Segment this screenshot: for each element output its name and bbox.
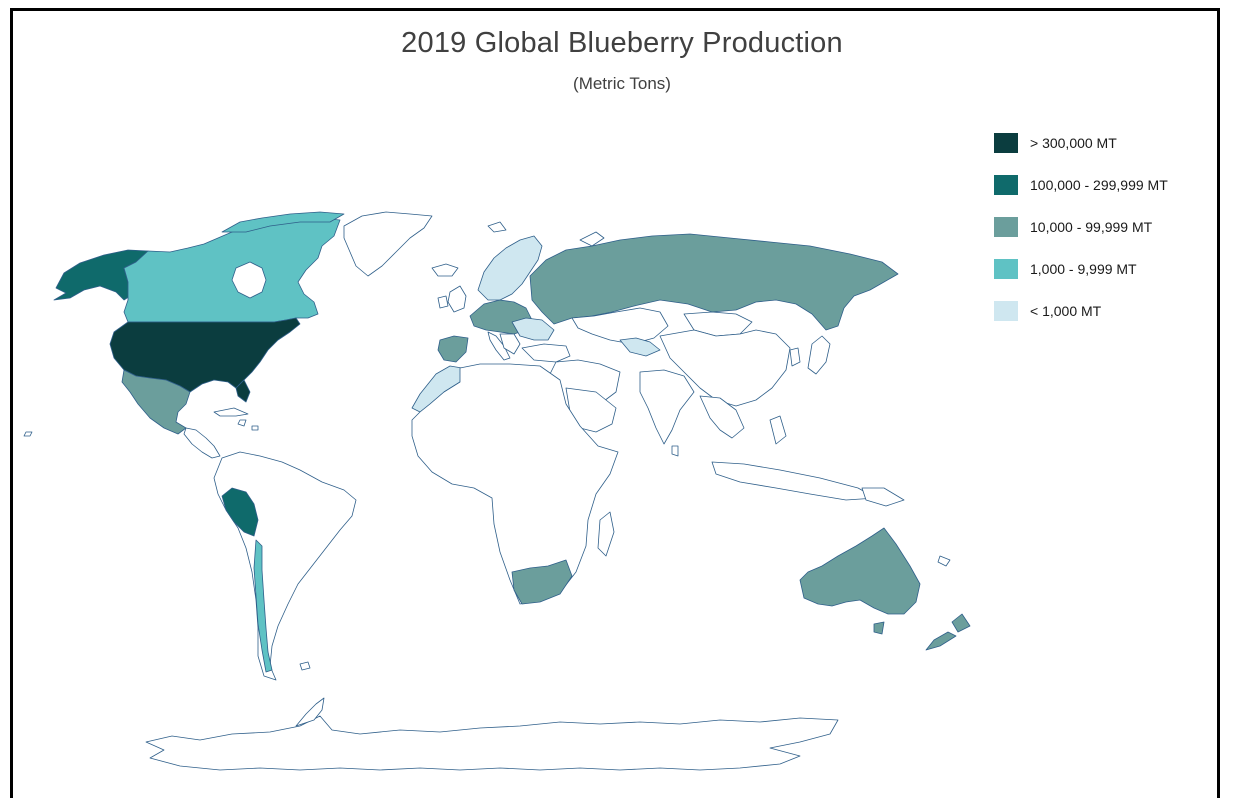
- region-florida: [235, 379, 251, 403]
- region-australia: [799, 527, 921, 615]
- region-iceland: [431, 263, 459, 277]
- region-novaya-zemlya: [579, 231, 605, 247]
- region-indonesia: [711, 461, 877, 501]
- region-hudson-bay: [231, 261, 267, 299]
- legend-swatch: [994, 133, 1018, 153]
- region-svalbard: [487, 221, 507, 233]
- legend-item: 1,000 - 9,999 MT: [994, 258, 1168, 280]
- region-tasmania: [873, 621, 885, 635]
- region-korea: [789, 347, 801, 367]
- region-eastern-europe: [511, 317, 555, 341]
- legend-label: < 1,000 MT: [1030, 303, 1102, 319]
- region-uk: [447, 285, 467, 313]
- region-south-america: [213, 451, 357, 681]
- legend-label: 10,000 - 99,999 MT: [1030, 219, 1153, 235]
- region-mexico: [121, 369, 191, 435]
- region-ireland: [437, 295, 449, 309]
- region-canada: [123, 217, 341, 323]
- region-sri-lanka: [671, 445, 679, 457]
- region-antarctica: [145, 715, 839, 771]
- region-russia: [529, 233, 899, 331]
- region-south-africa: [511, 559, 573, 605]
- region-falklands: [299, 661, 311, 671]
- region-peru: [221, 487, 259, 537]
- region-china: [659, 329, 791, 407]
- region-italy: [487, 331, 511, 361]
- region-greenland: [343, 211, 433, 277]
- region-new-caledonia: [937, 555, 951, 567]
- region-cuba: [213, 407, 249, 417]
- region-antarctic-peninsula: [295, 697, 325, 727]
- region-madagascar: [597, 511, 615, 557]
- region-chile: [253, 539, 273, 673]
- region-canada-islands: [221, 211, 345, 233]
- region-scandinavia: [477, 235, 543, 301]
- legend-item: 100,000 - 299,999 MT: [994, 174, 1168, 196]
- map-legend: > 300,000 MT 100,000 - 299,999 MT 10,000…: [994, 132, 1168, 342]
- region-turkey: [521, 343, 571, 363]
- legend-item: > 300,000 MT: [994, 132, 1168, 154]
- region-kazakhstan: [571, 307, 669, 345]
- legend-label: 100,000 - 299,999 MT: [1030, 177, 1168, 193]
- region-central-america: [183, 427, 221, 459]
- legend-item: < 1,000 MT: [994, 300, 1168, 322]
- legend-label: > 300,000 MT: [1030, 135, 1117, 151]
- world-map: [23, 211, 971, 771]
- region-papua-new-guinea: [861, 487, 905, 507]
- region-philippines: [769, 415, 787, 445]
- region-southeast-asia: [699, 395, 745, 439]
- region-hawaii: [23, 431, 33, 437]
- region-japan: [807, 335, 831, 375]
- legend-swatch: [994, 175, 1018, 195]
- region-central-asia: [619, 337, 661, 357]
- region-new-zealand: [925, 613, 971, 651]
- legend-label: 1,000 - 9,999 MT: [1030, 261, 1137, 277]
- map-title: 2019 Global Blueberry Production: [401, 27, 843, 59]
- legend-item: 10,000 - 99,999 MT: [994, 216, 1168, 238]
- region-india: [639, 369, 695, 445]
- legend-swatch: [994, 301, 1018, 321]
- map-subtitle: (Metric Tons): [573, 74, 671, 93]
- legend-swatch: [994, 259, 1018, 279]
- legend-swatch: [994, 217, 1018, 237]
- region-iberia: [437, 335, 469, 363]
- figure-frame: [10, 8, 1220, 798]
- region-balkans: [499, 333, 521, 355]
- region-caribbean: [237, 419, 259, 431]
